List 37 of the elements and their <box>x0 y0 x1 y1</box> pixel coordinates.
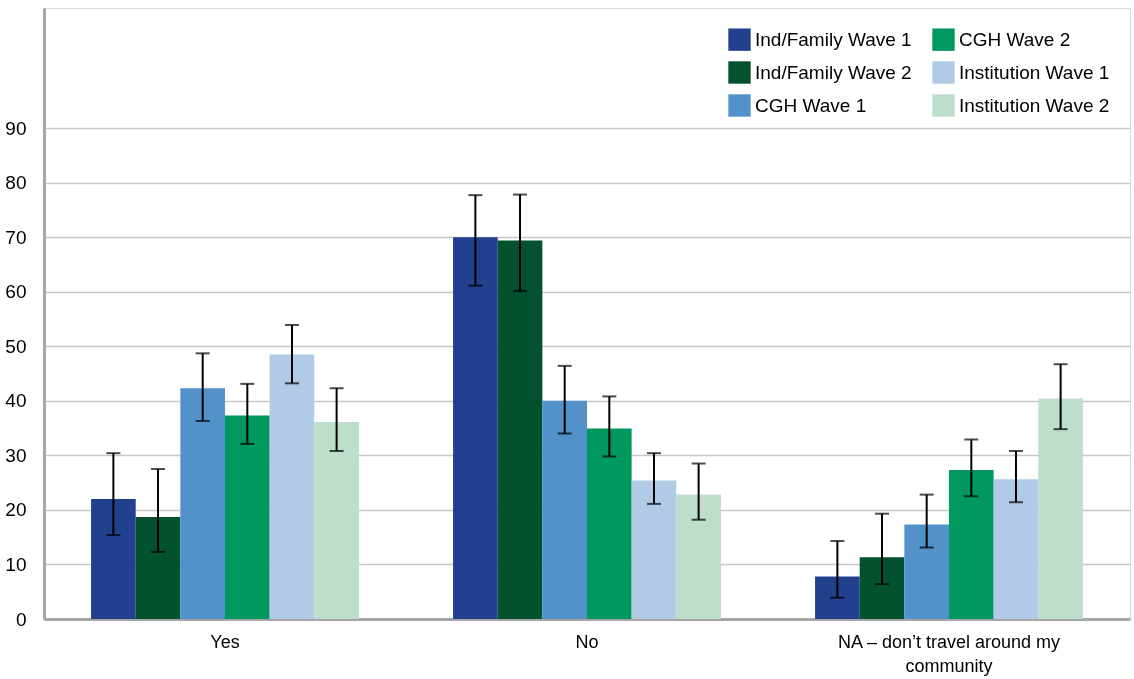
bar <box>587 428 632 619</box>
y-tick-label: 20 <box>5 499 27 521</box>
legend-label: CGH Wave 1 <box>755 94 867 116</box>
legend-label: Ind/Family Wave 2 <box>755 61 912 83</box>
bar <box>904 524 949 619</box>
x-tick-label: No <box>575 631 599 652</box>
y-tick-label: 40 <box>5 390 27 412</box>
bar <box>542 400 587 619</box>
bar <box>91 498 136 619</box>
y-tick-label: 90 <box>5 117 27 139</box>
bar <box>497 240 543 619</box>
bar <box>859 557 905 619</box>
bar <box>949 470 994 619</box>
legend-label: CGH Wave 2 <box>959 28 1071 50</box>
bar <box>180 388 225 619</box>
bar <box>225 415 270 619</box>
x-tick-label: Yes <box>210 631 240 652</box>
bar <box>676 494 721 619</box>
bar <box>135 516 181 619</box>
y-tick-label: 60 <box>5 281 27 303</box>
bar <box>269 354 315 619</box>
bar <box>993 479 1039 619</box>
legend-label: Institution Wave 2 <box>959 94 1110 116</box>
bar <box>314 422 359 619</box>
y-tick-label: 50 <box>5 335 27 357</box>
bar <box>1038 398 1083 619</box>
y-tick-label: 80 <box>5 172 27 194</box>
y-tick-label: 30 <box>5 444 27 466</box>
y-tick-label: 70 <box>5 226 27 248</box>
legend-label: Institution Wave 1 <box>959 61 1110 83</box>
bar <box>815 576 860 619</box>
y-tick-label: 0 <box>15 608 27 630</box>
y-tick-label: 10 <box>5 553 27 575</box>
legend-label: Ind/Family Wave 1 <box>755 28 912 50</box>
x-tick-label: NA – don’t travel around my community <box>837 631 1061 676</box>
bar <box>631 480 677 619</box>
bar <box>453 237 498 619</box>
